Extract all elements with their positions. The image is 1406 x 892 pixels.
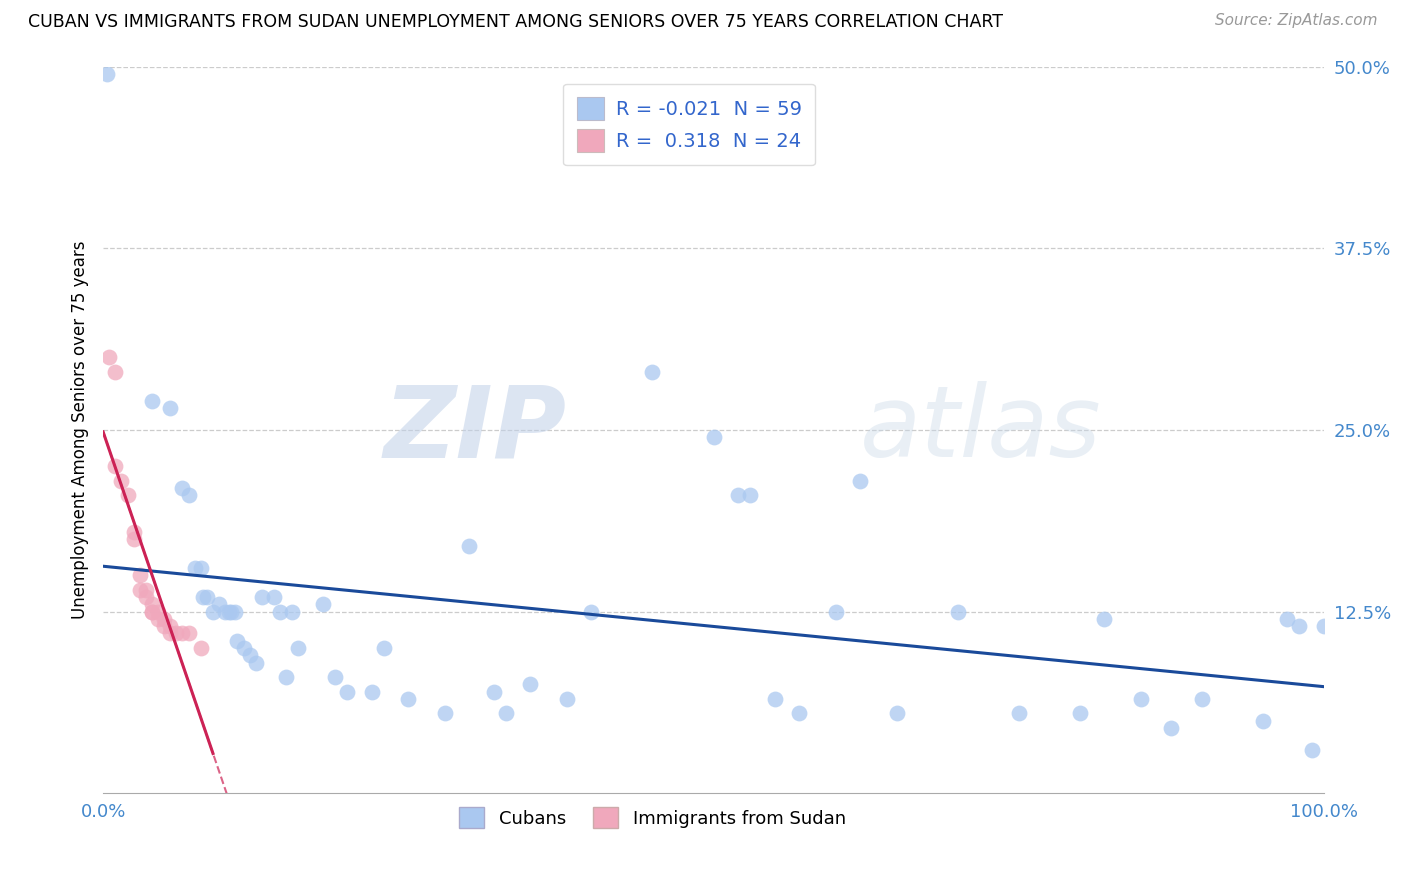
Point: [122, 524, 145, 539]
Point: [373, 640, 395, 655]
Point: [165, 626, 187, 640]
Text: CUBAN VS IMMIGRANTS FROM SUDAN UNEMPLOYMENT AMONG SENIORS OVER 75 YEARS CORRELAT: CUBAN VS IMMIGRANTS FROM SUDAN UNEMPLOYM…: [28, 13, 1002, 31]
Point: [702, 430, 724, 444]
Point: [849, 474, 872, 488]
Point: [269, 605, 291, 619]
Point: [141, 605, 163, 619]
Point: [146, 605, 169, 619]
Point: [250, 590, 273, 604]
Point: [727, 488, 749, 502]
Point: [281, 605, 304, 619]
Point: [172, 481, 194, 495]
Text: atlas: atlas: [860, 382, 1102, 478]
Point: [1251, 714, 1274, 728]
Point: [824, 605, 846, 619]
Point: [1301, 743, 1323, 757]
Point: [153, 612, 176, 626]
Point: [172, 626, 194, 640]
Point: [239, 648, 262, 663]
Point: [96, 67, 118, 81]
Point: [153, 619, 176, 633]
Y-axis label: Unemployment Among Seniors over 75 years: Unemployment Among Seniors over 75 years: [72, 241, 89, 619]
Point: [946, 605, 969, 619]
Point: [287, 640, 309, 655]
Point: [1008, 706, 1031, 721]
Text: Source: ZipAtlas.com: Source: ZipAtlas.com: [1215, 13, 1378, 29]
Point: [232, 640, 254, 655]
Point: [135, 590, 157, 604]
Point: [555, 691, 578, 706]
Point: [128, 582, 150, 597]
Point: [104, 459, 127, 474]
Point: [458, 539, 481, 553]
Point: [183, 561, 205, 575]
Point: [146, 612, 169, 626]
Point: [190, 561, 212, 575]
Point: [128, 568, 150, 582]
Point: [177, 488, 200, 502]
Point: [226, 633, 249, 648]
Point: [190, 640, 212, 655]
Point: [141, 598, 163, 612]
Point: [98, 351, 121, 365]
Point: [177, 626, 200, 640]
Point: [276, 670, 298, 684]
Point: [1288, 619, 1310, 633]
Point: [135, 582, 157, 597]
Point: [1277, 612, 1299, 626]
Point: [110, 474, 132, 488]
Point: [193, 590, 215, 604]
Point: [323, 670, 346, 684]
Point: [1069, 706, 1091, 721]
Point: [141, 605, 163, 619]
Point: [336, 684, 359, 698]
Point: [482, 684, 505, 698]
Point: [141, 393, 163, 408]
Point: [195, 590, 218, 604]
Point: [208, 598, 231, 612]
Point: [740, 488, 762, 502]
Point: [221, 605, 243, 619]
Point: [1160, 721, 1182, 735]
Point: [159, 626, 181, 640]
Point: [763, 691, 786, 706]
Point: [117, 488, 139, 502]
Text: ZIP: ZIP: [384, 382, 567, 478]
Point: [312, 598, 335, 612]
Point: [1191, 691, 1213, 706]
Point: [495, 706, 517, 721]
Point: [1092, 612, 1115, 626]
Point: [263, 590, 285, 604]
Point: [224, 605, 246, 619]
Point: [201, 605, 224, 619]
Point: [104, 365, 127, 379]
Point: [787, 706, 810, 721]
Point: [218, 605, 240, 619]
Point: [214, 605, 236, 619]
Point: [245, 656, 267, 670]
Point: [641, 365, 664, 379]
Point: [1129, 691, 1152, 706]
Point: [1313, 619, 1336, 633]
Legend: Cubans, Immigrants from Sudan: Cubans, Immigrants from Sudan: [451, 800, 853, 835]
Point: [360, 684, 382, 698]
Point: [122, 532, 145, 546]
Point: [159, 619, 181, 633]
Point: [519, 677, 541, 691]
Point: [433, 706, 456, 721]
Point: [396, 691, 419, 706]
Point: [159, 401, 181, 416]
Point: [581, 605, 603, 619]
Point: [886, 706, 908, 721]
